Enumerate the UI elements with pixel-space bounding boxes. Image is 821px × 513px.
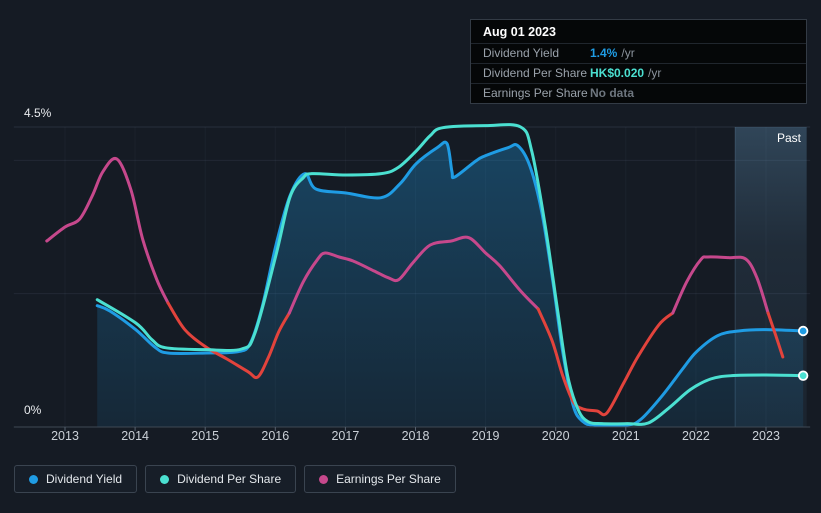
y-axis-min-label: 0% [24,403,42,417]
x-axis-label: 2020 [541,429,570,443]
legend-item-earnings-per-share[interactable]: Earnings Per Share [304,465,456,493]
y-axis-max-label: 4.5% [24,106,52,120]
legend-label: Dividend Yield [46,472,123,486]
tooltip-value: HK$0.020 [590,66,645,80]
x-axis-label: 2023 [752,429,780,443]
tooltip-label: Dividend Per Share [483,66,588,80]
x-axis-label: 2018 [401,429,430,443]
x-axis-label: 2021 [611,429,640,443]
tooltip-row-dividend-yield: Dividend Yield 1.4% /yr [471,43,806,63]
legend-dot-teal [160,474,170,484]
tooltip-row-earnings-per-share: Earnings Per Share No data [471,83,806,103]
x-axis-label: 2014 [121,429,149,443]
tooltip-date: Aug 01 2023 [483,25,556,39]
tooltip-value-suffix: /yr [621,46,635,60]
past-band-label: Past [776,131,801,145]
tooltip-label: Dividend Yield [483,46,560,60]
tooltip-value: No data [590,86,635,100]
tooltip-row-dividend-per-share: Dividend Per Share HK$0.020 /yr [471,63,806,83]
x-axis-label: 2015 [191,429,220,443]
chart-legend: Dividend Yield Dividend Per Share Earnin… [14,465,456,493]
legend-item-dividend-yield[interactable]: Dividend Yield [14,465,138,493]
legend-item-dividend-per-share[interactable]: Dividend Per Share [145,465,297,493]
x-axis-label: 2022 [681,429,710,443]
x-axis-label: 2013 [51,429,79,443]
x-axis-label: 2019 [471,429,500,443]
chart-tooltip: Aug 01 2023 Dividend Yield 1.4% /yr Divi… [470,19,807,104]
x-axis-label: 2016 [261,429,290,443]
tooltip-value: 1.4% [590,46,618,60]
legend-label: Dividend Per Share [177,472,282,486]
tooltip-value-suffix: /yr [648,66,662,80]
legend-dot-blue [29,474,38,484]
legend-dot-pink [319,474,329,484]
tooltip-label: Earnings Per Share [483,86,588,100]
x-axis-label: 2017 [331,429,360,443]
legend-label: Earnings Per Share [336,472,441,486]
